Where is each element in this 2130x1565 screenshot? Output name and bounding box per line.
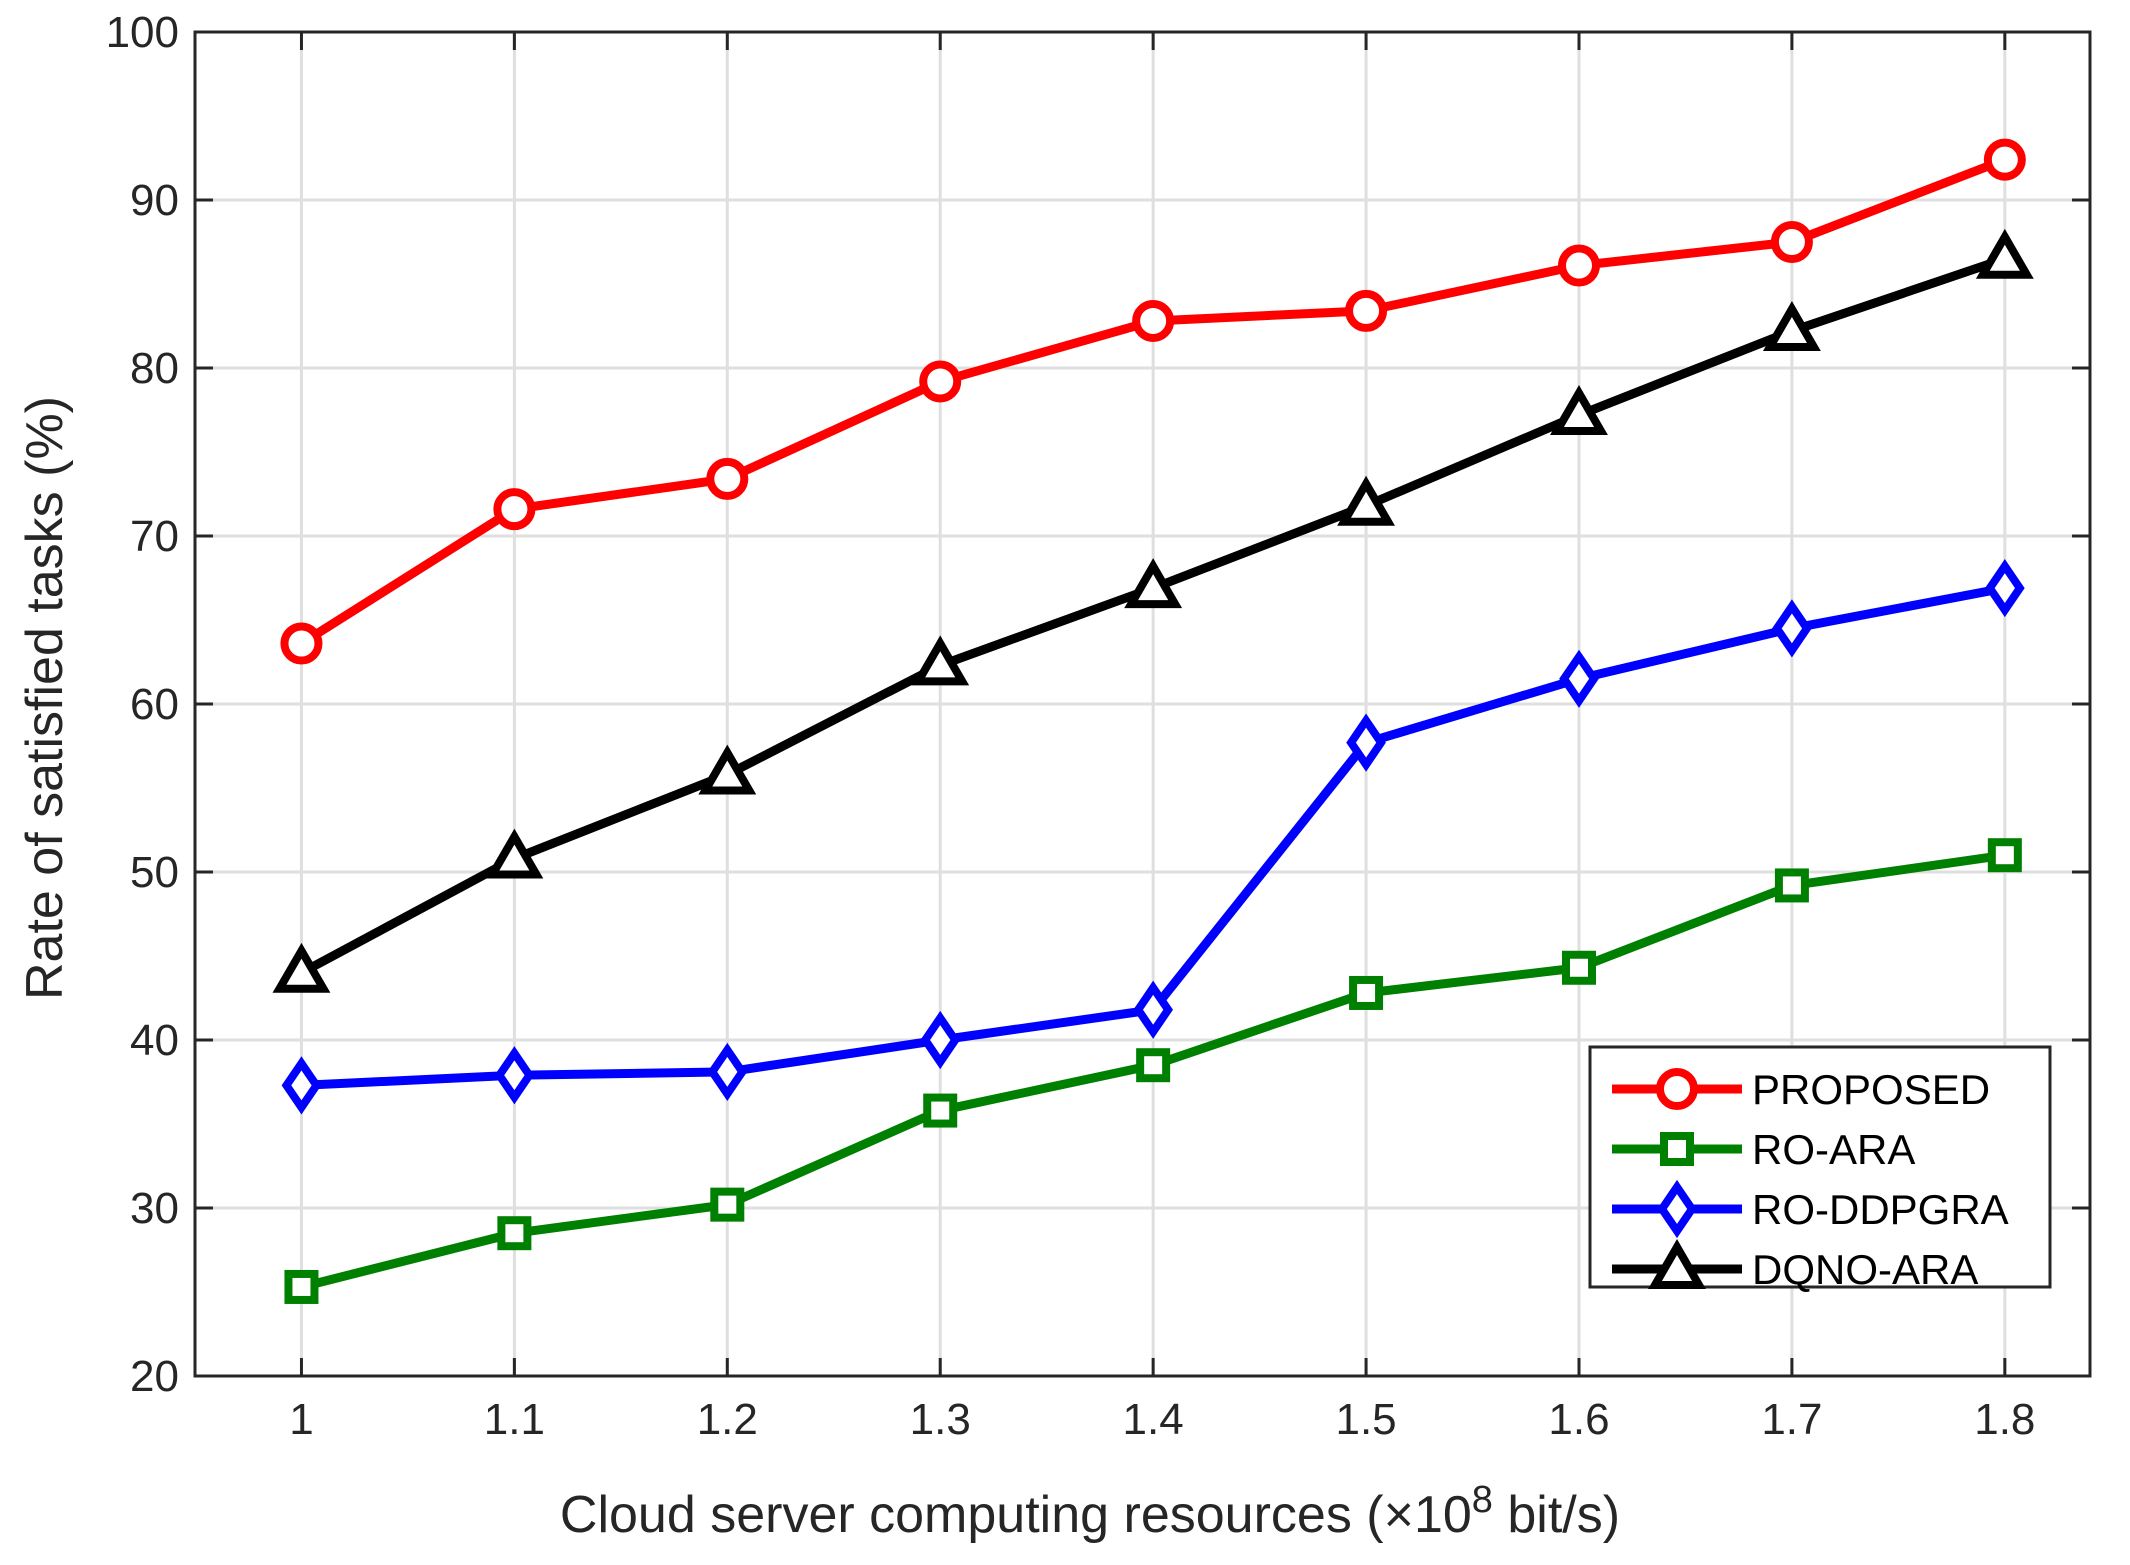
data-point-ro-ddpgra	[920, 1010, 961, 1070]
data-point-ro-ara	[1987, 838, 2022, 873]
series-ro-ddpgra	[281, 558, 2025, 1115]
series-ro-ara	[284, 838, 2022, 1304]
data-point-dqno-ara	[485, 828, 544, 879]
x-tick-label: 1	[289, 1395, 313, 1444]
x-axis-title-main: Cloud server computing resources (×10	[560, 1486, 1472, 1544]
x-axis-title: Cloud server computing resources (×108 b…	[560, 1479, 1620, 1544]
y-tick-label: 50	[130, 848, 179, 897]
data-point-ro-ara	[923, 1093, 958, 1128]
data-point-proposed	[1132, 299, 1175, 342]
series-group	[272, 138, 2034, 1304]
data-point-ro-ddpgra	[1984, 558, 2025, 618]
data-point-proposed	[280, 622, 323, 665]
legend-item-ro-ara: RO-ARA	[1612, 1126, 1915, 1173]
data-point-ro-ddpgra	[1346, 713, 1386, 772]
data-point-proposed	[706, 457, 749, 500]
x-tick-label: 1.8	[1974, 1395, 2035, 1444]
x-tick-label: 1.5	[1335, 1395, 1396, 1444]
data-point-ro-ddpgra	[1772, 599, 1812, 658]
y-tick-label: 30	[130, 1184, 179, 1233]
y-tick-label: 60	[130, 680, 179, 729]
y-tick-label: 70	[130, 512, 179, 561]
series-dqno-ara	[272, 228, 2034, 993]
legend-label: PROPOSED	[1752, 1066, 1990, 1113]
legend-item-ro-ddpgra: RO-DDPGRA	[1612, 1179, 2009, 1239]
data-point-proposed	[1770, 221, 1813, 263]
legend-label: RO-DDPGRA	[1752, 1186, 2009, 1233]
data-point-ro-ara	[1561, 950, 1596, 985]
y-axis-title: Rate of satisfied tasks (%)	[16, 396, 74, 1000]
data-point-ro-ddpgra	[707, 1042, 748, 1102]
x-tick-label: 1.7	[1761, 1395, 1822, 1444]
data-point-dqno-ara	[1124, 558, 1183, 609]
legend-label: DQNO-ARA	[1752, 1246, 1978, 1293]
legend-item-dqno-ara: DQNO-ARA	[1612, 1239, 1978, 1293]
legend-marker	[1657, 1179, 1697, 1239]
y-tick-label: 20	[130, 1352, 179, 1401]
data-point-dqno-ara	[1975, 228, 2034, 279]
data-point-proposed	[1983, 138, 2026, 181]
x-tick-label: 1.3	[910, 1395, 971, 1444]
data-point-dqno-ara	[272, 942, 331, 993]
legend-marker	[1648, 1239, 1706, 1289]
legend: PROPOSED RO-ARA RO-DDPGRA DQNO-ARA	[1588, 1045, 2052, 1293]
y-tick-label: 80	[130, 344, 179, 393]
x-tick-label: 1.1	[484, 1395, 545, 1444]
data-point-dqno-ara	[1337, 475, 1396, 526]
data-point-ro-ara	[710, 1187, 745, 1222]
data-point-proposed	[493, 488, 536, 531]
y-tick-label: 90	[130, 176, 179, 225]
data-point-ro-ara	[497, 1216, 532, 1251]
data-point-ro-ddpgra	[1559, 649, 1599, 708]
data-point-proposed	[1557, 244, 1600, 287]
legend-marker	[1656, 1068, 1698, 1110]
x-axis-title-suffix: bit/s)	[1493, 1486, 1620, 1544]
y-tick-label: 100	[106, 8, 179, 57]
data-point-ro-ara	[284, 1269, 319, 1304]
x-tick-label: 1.2	[697, 1395, 758, 1444]
x-tick-label: 1.4	[1123, 1395, 1184, 1444]
axis-ticks: 1 1.1 1.2 1.3 1.4 1.5 1.6 1.7 1.8 20 30 40 50 60 70 80 9…	[106, 8, 2090, 1444]
data-point-dqno-ara	[911, 635, 970, 686]
x-axis-title-exponent: 8	[1472, 1479, 1493, 1521]
legend-label: RO-ARA	[1752, 1126, 1915, 1173]
data-point-ro-ara	[1774, 868, 1809, 903]
legend-marker	[1660, 1132, 1694, 1166]
data-point-proposed	[1345, 289, 1388, 332]
data-point-proposed	[919, 360, 962, 403]
data-point-dqno-ara	[698, 744, 757, 795]
data-point-ro-ddpgra	[1133, 980, 1173, 1039]
legend-item-proposed: PROPOSED	[1612, 1066, 1990, 1113]
x-tick-label: 1.6	[1548, 1395, 1609, 1444]
data-point-ro-ara	[1349, 975, 1384, 1010]
data-point-dqno-ara	[1762, 301, 1821, 352]
series-proposed	[280, 138, 2026, 665]
y-tick-label: 40	[130, 1016, 179, 1065]
data-point-dqno-ara	[1550, 385, 1608, 436]
data-point-ro-ara	[1136, 1048, 1171, 1083]
data-point-ro-ddpgra	[281, 1056, 322, 1115]
data-point-ro-ddpgra	[494, 1046, 535, 1105]
